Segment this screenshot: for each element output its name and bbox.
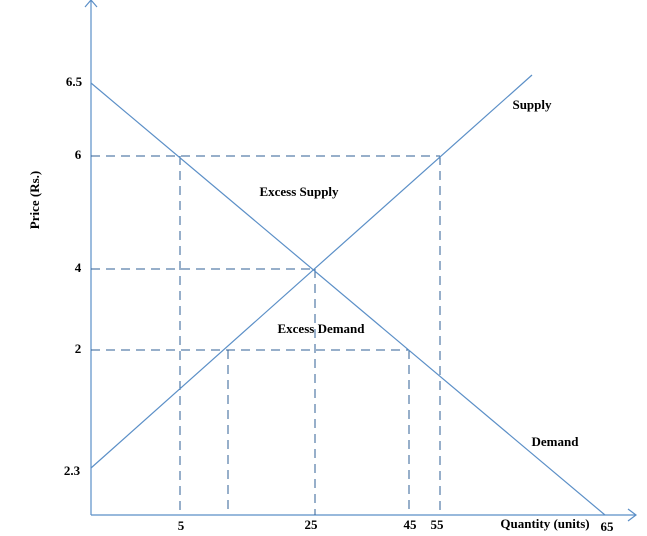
x-tick-label: 45 [404, 517, 418, 532]
y-axis-label: Price (Rs.) [27, 171, 42, 229]
x-axis-label: Quantity (units) [500, 516, 589, 531]
axes [84, 0, 637, 522]
supply-label: Supply [512, 97, 552, 112]
x-arrow [627, 508, 637, 522]
excess-supply-label: Excess Supply [259, 184, 339, 199]
demand-label: Demand [532, 434, 580, 449]
y-tick-label: 6 [75, 147, 82, 162]
y-tick-label: 4 [75, 260, 82, 275]
y-tick-label: 2 [75, 341, 82, 356]
x-tick-label: 55 [431, 517, 445, 532]
x-tick-label: 25 [305, 517, 319, 532]
y-arrow [84, 0, 98, 8]
guides [91, 155, 441, 515]
y-tick-label: 6.5 [66, 74, 83, 89]
supply-curve [90, 74, 533, 469]
x-tick-label: 5 [178, 518, 185, 533]
x-tick-label: 65 [601, 519, 615, 534]
excess-demand-label: Excess Demand [277, 321, 365, 336]
demand-curve [90, 82, 606, 516]
y-tick-label: 2.3 [64, 463, 81, 478]
